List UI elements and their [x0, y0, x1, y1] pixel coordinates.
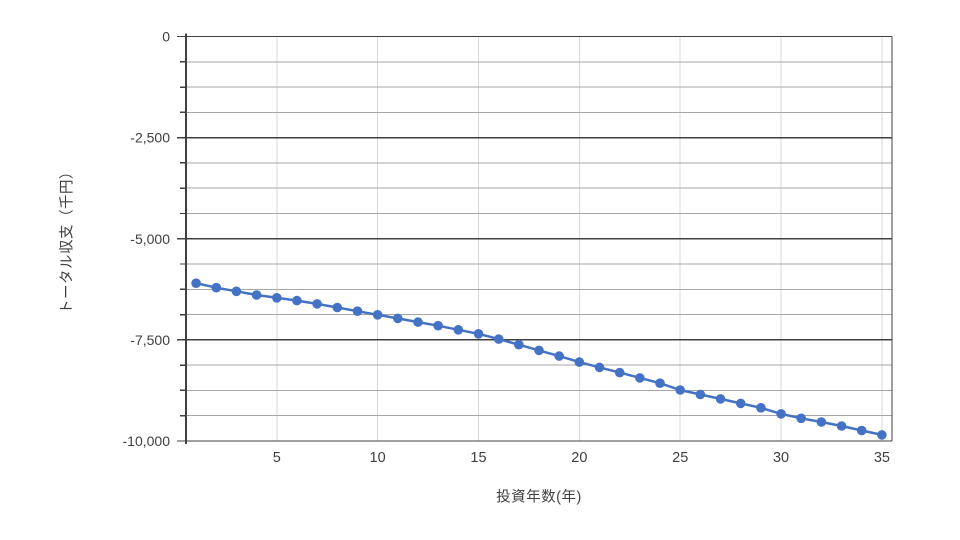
x-tick-label: 10 [370, 450, 386, 466]
data-point-marker [715, 394, 726, 404]
data-point-marker [796, 413, 806, 424]
y-tick-label: -7,500 [130, 332, 170, 348]
data-point-marker [413, 317, 423, 327]
data-point-marker [211, 282, 222, 293]
data-point-marker [877, 430, 887, 440]
data-point-marker [251, 290, 262, 300]
data-point-marker [816, 417, 827, 427]
data-point-marker [352, 306, 363, 317]
data-point-marker [453, 325, 464, 335]
data-point-marker [756, 403, 766, 413]
data-point-marker [735, 398, 746, 409]
data-point-marker [372, 310, 383, 320]
data-point-marker [655, 378, 665, 389]
data-point-marker [473, 329, 484, 339]
data-point-marker [514, 339, 524, 350]
data-point-marker [393, 313, 403, 324]
x-tick-label: 25 [672, 450, 688, 466]
x-axis-title: 投資年数(年) [496, 489, 582, 506]
y-tick-label: -10,000 [123, 433, 171, 449]
data-point-marker [695, 389, 706, 400]
data-point-marker [534, 345, 544, 356]
data-point-marker [776, 409, 786, 419]
data-point-marker [493, 334, 504, 344]
data-point-marker [292, 295, 302, 306]
y-tick-label: -2,500 [130, 130, 170, 146]
y-axis-title: トータル収支（千円） [59, 164, 76, 314]
data-point-marker [614, 367, 625, 378]
x-tick-label: 20 [571, 450, 587, 466]
data-point-marker [856, 425, 867, 436]
data-point-marker [635, 373, 645, 383]
data-point-marker [231, 286, 242, 297]
data-point-marker [836, 421, 847, 431]
data-point-marker [332, 302, 343, 313]
data-point-marker [574, 357, 585, 367]
x-tick-label: 35 [874, 450, 890, 466]
x-tick-label: 15 [470, 450, 486, 466]
data-point-marker [675, 385, 685, 395]
data-point-marker [433, 320, 443, 331]
y-tick-label: 0 [162, 29, 170, 45]
data-point-marker [272, 293, 282, 303]
data-point-marker [312, 299, 322, 309]
x-tick-label: 30 [773, 450, 789, 466]
data-point-marker [554, 351, 564, 361]
data-point-marker [594, 362, 605, 373]
data-point-marker [191, 278, 201, 289]
y-tick-label: -5,000 [130, 231, 170, 247]
x-tick-label: 5 [273, 450, 281, 466]
